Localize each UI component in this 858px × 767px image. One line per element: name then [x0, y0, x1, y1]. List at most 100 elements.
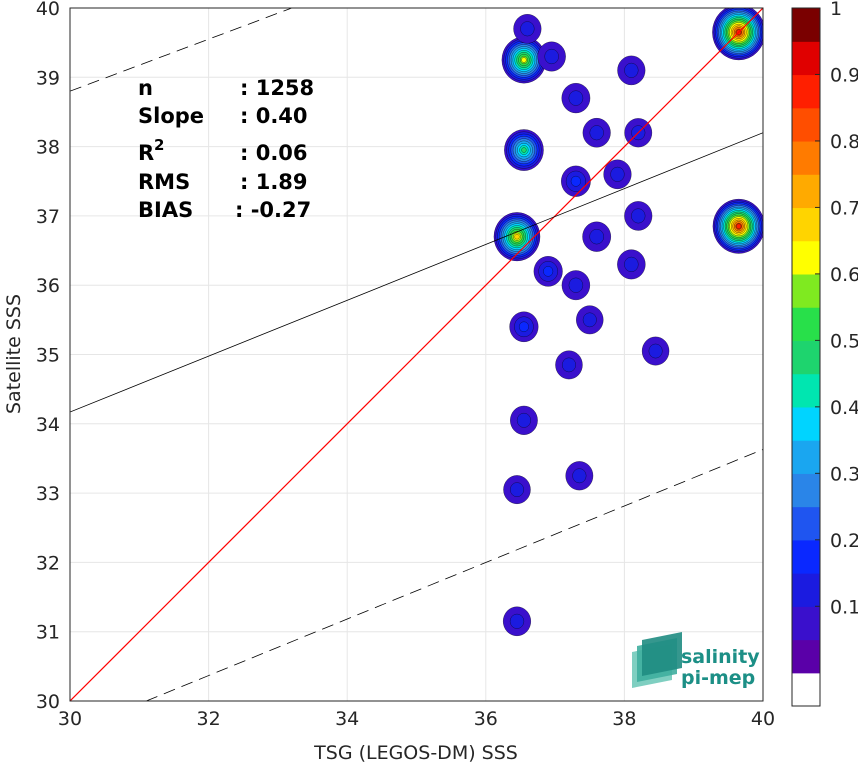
x-tick-label: 38 [612, 708, 636, 730]
stat-bias-label: BIAS [138, 198, 193, 222]
colorbar-band [792, 473, 820, 508]
density-contour [610, 166, 625, 182]
density-blob [561, 270, 591, 301]
reference-lines [70, 8, 763, 701]
regression-line [70, 132, 763, 413]
colorbar-band [792, 41, 820, 76]
colorbar-band [792, 207, 820, 242]
density-contour [514, 233, 520, 240]
colorbar-tick-labels: 0.1 0.2 0.3 0.4 0.5 0.6 0.7 0.8 0.9 1 [815, 0, 858, 618]
density-blob [560, 165, 591, 197]
colorbar-band [792, 539, 820, 574]
colorbar-tick-label: 0.6 [830, 264, 858, 286]
colorbar-band [792, 506, 820, 541]
x-tick-label: 32 [197, 708, 221, 730]
stat-r2-label: R [138, 141, 154, 165]
colorbar-band [792, 672, 820, 707]
y-tick-label: 34 [36, 414, 60, 436]
stat-n-value: : 1258 [240, 76, 314, 100]
colorbar-tick-label: 1 [830, 0, 842, 20]
grid [69, 7, 764, 702]
density-contour [736, 223, 742, 230]
y-tick-label: 38 [36, 137, 60, 159]
stat-slope-label: Slope [138, 104, 204, 128]
colorbar-band [792, 273, 820, 308]
density-contour [520, 21, 535, 37]
stat-rms-label: RMS [138, 170, 190, 194]
x-axis-label: TSG (LEGOS-DM) SSS [313, 742, 518, 764]
density-blob [561, 82, 591, 114]
colorbar-band [792, 107, 820, 142]
density-contour [544, 48, 559, 65]
colorbar-tick-label: 0.8 [830, 131, 858, 153]
stat-slope-value: : 0.40 [240, 104, 308, 128]
density-contour [589, 228, 605, 245]
y-tick-label: 36 [36, 275, 60, 297]
colorbar-band [792, 573, 820, 607]
colorbar-band [792, 373, 820, 408]
density-contour [624, 256, 639, 273]
y-tick-labels: 30 31 32 33 34 35 36 37 38 39 40 [36, 0, 60, 713]
density-blob [576, 305, 604, 335]
upper-bound-line [70, 8, 292, 92]
density-contour [509, 613, 525, 629]
colorbar-band [792, 440, 820, 474]
colorbar-band [792, 140, 820, 175]
density-blob [510, 405, 538, 435]
stats-box: n : 1258 Slope : 0.40 R 2 : 0.06 RMS : 1… [138, 76, 314, 222]
density-contour [521, 147, 527, 153]
density-blob [537, 41, 566, 72]
logo-wave-icon [632, 632, 682, 688]
density-contour [582, 312, 597, 328]
density-blob [617, 55, 646, 86]
density-blob [533, 256, 563, 287]
y-axis-label: Satellite SSS [3, 294, 25, 414]
colorbar-band [792, 174, 820, 209]
colorbar [791, 7, 821, 707]
density-contour [561, 357, 576, 373]
x-tick-labels: 30 32 34 36 38 40 [58, 708, 775, 730]
density-blob [503, 475, 531, 505]
y-tick-label: 33 [36, 483, 60, 505]
x-tick-label: 30 [58, 708, 82, 730]
y-tick-label: 40 [36, 0, 60, 20]
density-contour [521, 57, 527, 63]
stat-r2-value: : 0.06 [240, 141, 308, 165]
colorbar-tick-label: 0.5 [830, 330, 858, 352]
colorbar-band [792, 340, 820, 375]
stat-rms-value: : 1.89 [240, 170, 308, 194]
density-contour [543, 266, 554, 277]
colorbar-tick-label: 0.9 [830, 64, 858, 86]
colorbar-tick-label: 0.2 [830, 530, 858, 552]
density-blob [555, 350, 583, 380]
y-tick-label: 31 [36, 622, 60, 644]
colorbar-band [792, 8, 820, 42]
colorbar-band [792, 639, 820, 674]
density-contour [509, 482, 524, 497]
density-blob [617, 249, 646, 280]
plot-frame [69, 7, 764, 702]
colorbar-tick-label: 0.1 [830, 596, 858, 618]
logo-text-salinity: salinity [681, 646, 760, 668]
colorbar-tick-label: 0.7 [830, 197, 858, 219]
density-contour [570, 175, 582, 187]
density-contour [648, 343, 663, 359]
density-blob [603, 159, 632, 190]
y-tick-label: 39 [36, 67, 60, 89]
density-contour [568, 277, 584, 293]
colorbar-band [792, 606, 820, 641]
density-contour [568, 90, 584, 106]
stat-n-label: n [138, 76, 153, 100]
colorbar-band [792, 307, 820, 341]
density-contour [631, 208, 646, 224]
density-blob [513, 13, 542, 44]
density-contour [516, 412, 531, 428]
y-tick-label: 32 [36, 552, 60, 574]
density-blob [565, 461, 594, 491]
density-blob [504, 129, 544, 171]
x-tick-label: 36 [474, 708, 498, 730]
y-tick-label: 37 [36, 206, 60, 228]
density-blob [493, 212, 541, 262]
density-blob [641, 336, 670, 366]
